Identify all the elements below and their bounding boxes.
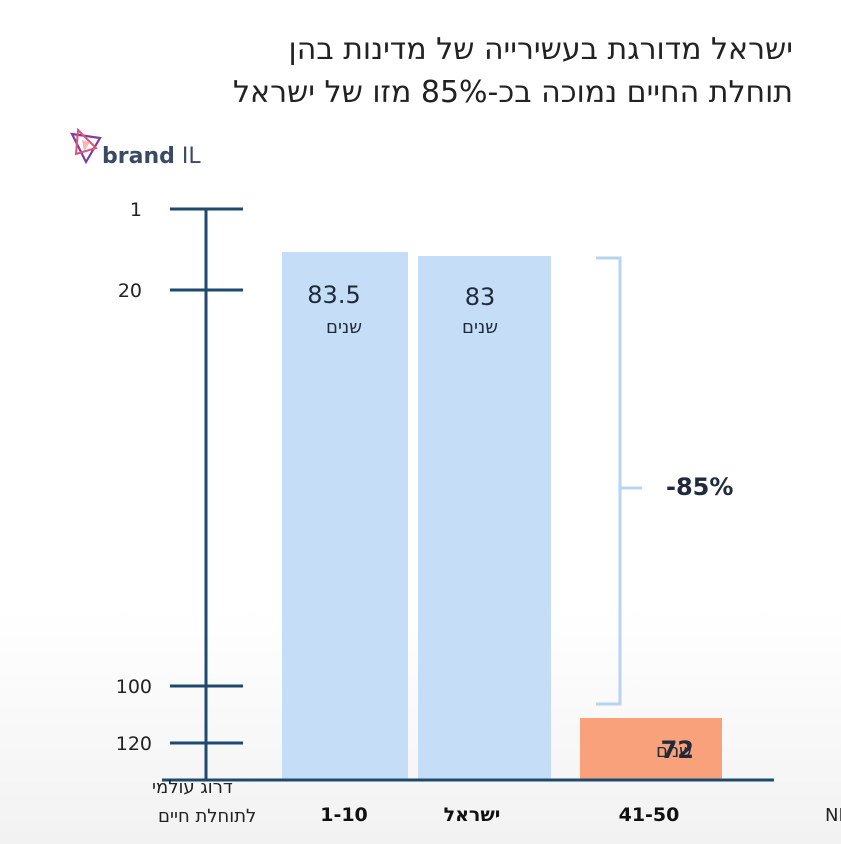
brand-logo: brand IL <box>70 128 220 172</box>
bracket-label: -85% <box>666 473 733 501</box>
bar-1-10 <box>282 252 408 780</box>
bar-value-41-50: 72 <box>661 736 694 764</box>
y-tick-label-100: 100 <box>116 676 152 698</box>
title-line-2: תוחלת החיים נמוכה בכ-85% מזו של ישראל <box>233 75 793 110</box>
x-category-1-10: 1-10 <box>320 804 368 826</box>
bar-unit-israel: שנים <box>462 317 498 338</box>
bar-value-israel: 83 <box>465 283 496 311</box>
y-axis-title-line-1: דרוג עולמי <box>152 777 233 798</box>
logo-text-bold: brand <box>102 144 175 169</box>
bar-value-1-10: 83.5 <box>307 281 360 309</box>
comparison-bracket <box>596 256 642 706</box>
bar-unit-41-50: שנים <box>656 741 692 762</box>
x-axis-title: דרוג NBI <box>825 805 841 826</box>
x-category-41-50: 41-50 <box>619 804 680 826</box>
y-tick-label-120: 120 <box>116 733 152 755</box>
bar-41-50 <box>580 718 722 780</box>
x-category-israel: ישראל <box>444 804 501 826</box>
bar-unit-1-10: שנים <box>326 317 362 338</box>
logo-text-light: IL <box>181 144 201 169</box>
y-tick-label-1: 1 <box>130 199 142 221</box>
triangle-logo-icon <box>70 128 102 165</box>
title-line-1: ישראל מדורגת בעשירייה של מדינות בהן <box>288 32 793 67</box>
bar-israel <box>418 256 551 780</box>
y-tick-label-20: 20 <box>118 280 142 302</box>
y-axis-title-line-2: לתוחלת חיים <box>158 806 256 827</box>
chart-title: ישראל מדורגת בעשירייה של מדינות בהן תוחל… <box>33 28 793 114</box>
